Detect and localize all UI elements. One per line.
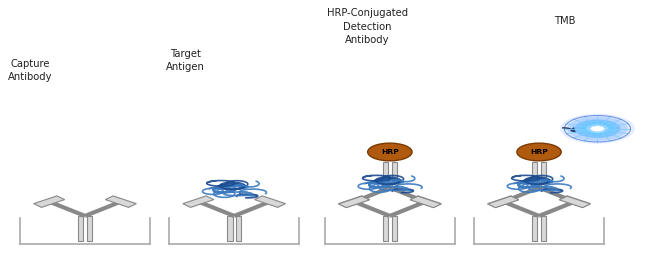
Circle shape xyxy=(586,124,608,133)
Text: HRP-Conjugated
Detection
Antibody: HRP-Conjugated Detection Antibody xyxy=(326,8,408,45)
Bar xyxy=(34,196,65,207)
Bar xyxy=(78,216,83,241)
Bar xyxy=(488,196,519,207)
Bar xyxy=(391,162,397,188)
Text: HRP: HRP xyxy=(530,149,548,155)
Text: HRP: HRP xyxy=(381,149,398,155)
Bar xyxy=(255,196,285,207)
Bar xyxy=(86,216,92,241)
Bar xyxy=(183,196,214,207)
Circle shape xyxy=(590,126,605,132)
Bar xyxy=(532,216,538,241)
Text: Target
Antigen: Target Antigen xyxy=(166,49,205,72)
Bar xyxy=(488,196,519,208)
Bar xyxy=(383,216,388,241)
Bar xyxy=(391,216,397,241)
Circle shape xyxy=(560,114,635,144)
Bar xyxy=(339,196,370,207)
Circle shape xyxy=(581,122,614,135)
Bar xyxy=(236,216,241,241)
Bar xyxy=(541,162,546,188)
Bar xyxy=(105,196,136,207)
Bar xyxy=(227,216,233,241)
Circle shape xyxy=(567,117,628,141)
Bar xyxy=(532,162,538,188)
Circle shape xyxy=(517,143,561,161)
Circle shape xyxy=(368,143,412,161)
Bar xyxy=(560,196,590,207)
Bar xyxy=(383,162,388,188)
Bar xyxy=(339,196,370,208)
Bar xyxy=(560,196,590,208)
Bar xyxy=(410,196,441,208)
Bar xyxy=(410,196,441,207)
Text: Capture
Antibody: Capture Antibody xyxy=(8,59,52,82)
Circle shape xyxy=(574,120,621,138)
Bar xyxy=(541,216,546,241)
Text: TMB: TMB xyxy=(554,16,576,26)
